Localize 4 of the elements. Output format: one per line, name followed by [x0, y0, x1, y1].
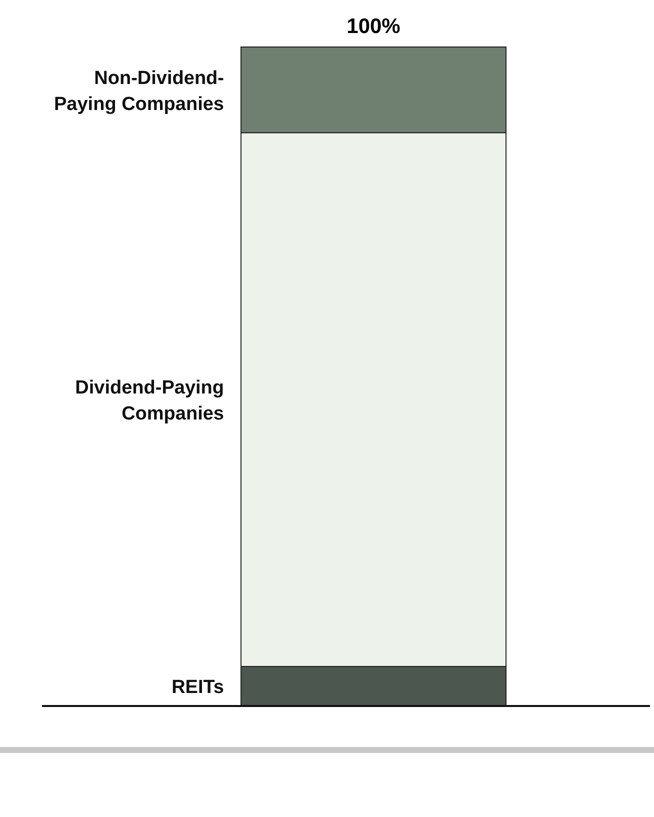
series-label: Dividend-Paying Companies: [75, 378, 224, 425]
series-label: REITs: [172, 677, 224, 698]
series-label: Non-Dividend-Paying Companies: [54, 68, 224, 115]
total-label: 100%: [346, 15, 401, 38]
